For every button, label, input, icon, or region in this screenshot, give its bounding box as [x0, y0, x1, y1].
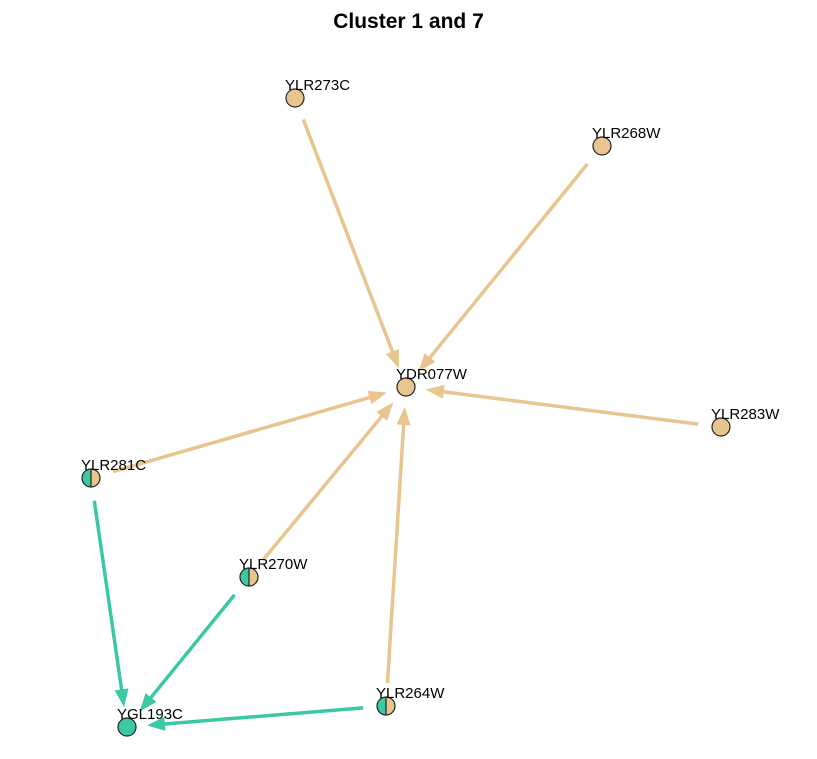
node-half-left: [82, 469, 91, 487]
node-label: YLR281C: [81, 457, 146, 474]
node-label: YLR268W: [592, 125, 661, 142]
arrowhead: [146, 716, 166, 731]
node-circle: [117, 717, 137, 737]
node-ygl193c[interactable]: YGL193C: [117, 706, 183, 737]
arrowhead: [385, 349, 399, 369]
node-ylr264w[interactable]: YLR264W: [376, 685, 445, 716]
edge-ylr264w-to-ydr077w: [385, 406, 411, 684]
edge-line: [385, 422, 406, 684]
diagram-title: Cluster 1 and 7: [333, 10, 484, 33]
arrowhead: [376, 402, 394, 421]
arrowhead: [367, 390, 387, 405]
arrowhead: [139, 693, 157, 712]
edge-line: [427, 162, 589, 361]
node-label: YLR270W: [239, 556, 308, 573]
edge-ylr270w-to-ydr077w: [262, 402, 394, 561]
arrowhead: [114, 688, 129, 708]
edge-ylr268w-to-ydr077w: [418, 162, 589, 372]
node-circle: [396, 377, 416, 397]
edge-ylr281c-to-ygl193c: [92, 500, 129, 708]
edge-ylr283w-to-ydr077w: [425, 384, 699, 426]
edge-line: [301, 118, 395, 355]
node-label: YLR273C: [285, 77, 350, 94]
edge-line: [112, 395, 372, 474]
node-label: YDR077W: [396, 366, 468, 383]
arrowhead: [396, 406, 411, 426]
node-half-right: [386, 697, 395, 715]
edges-layer: [92, 118, 699, 731]
edge-line: [148, 593, 236, 701]
node-half-right: [249, 568, 258, 586]
node-circle: [239, 567, 259, 587]
node-ylr270w[interactable]: YLR270W: [239, 556, 308, 587]
node-half-right: [91, 469, 100, 487]
edge-ylr273c-to-ydr077w: [301, 118, 399, 369]
arrowhead: [418, 353, 436, 372]
node-ylr273c[interactable]: YLR273C: [285, 77, 350, 108]
edge-line: [92, 500, 124, 692]
node-circle: [81, 468, 101, 488]
edge-ylr281c-to-ydr077w: [112, 390, 387, 474]
edge-line: [441, 389, 699, 426]
node-circle: [711, 417, 731, 437]
nodes-layer: YLR273C YLR268W YDR077W YLR283W YLR281C YLR27…: [81, 77, 780, 737]
edge-line: [262, 413, 385, 561]
node-label: YLR264W: [376, 685, 445, 702]
edge-ylr270w-to-ygl193c: [139, 593, 236, 712]
node-half-left: [377, 697, 386, 715]
node-circle: [376, 696, 396, 716]
edge-ylr264w-to-ygl193c: [146, 706, 364, 731]
node-ylr268w[interactable]: YLR268W: [592, 125, 661, 156]
node-ylr281c[interactable]: YLR281C: [81, 457, 146, 488]
node-ydr077w[interactable]: YDR077W: [396, 366, 468, 397]
node-ylr283w[interactable]: YLR283W: [711, 406, 780, 437]
node-circle: [592, 136, 612, 156]
edge-line: [162, 706, 364, 726]
node-label: YGL193C: [117, 706, 183, 723]
node-half-left: [240, 568, 249, 586]
node-label: YLR283W: [711, 406, 780, 423]
node-circle: [285, 88, 305, 108]
arrowhead: [425, 384, 445, 399]
